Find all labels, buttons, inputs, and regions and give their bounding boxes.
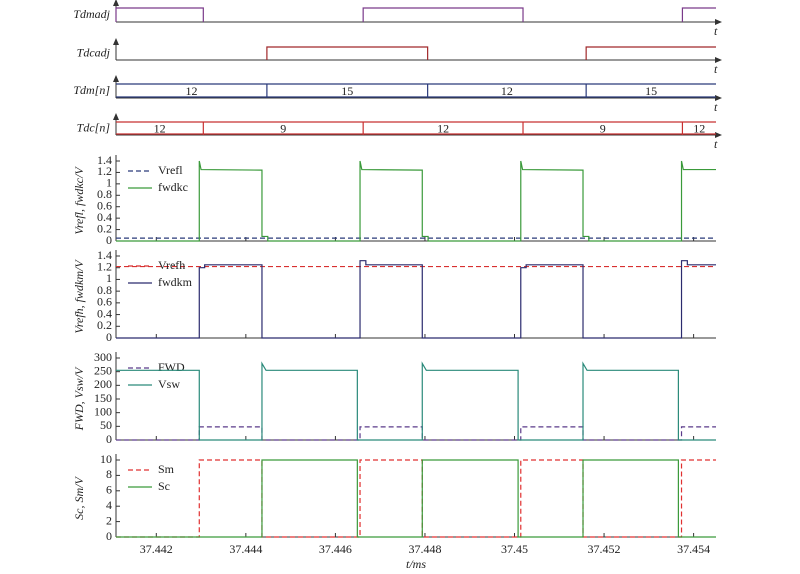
x-tick-label: 37.442 xyxy=(140,542,173,556)
legend-label: fwdkm xyxy=(158,275,193,289)
pulse xyxy=(681,7,716,22)
legend-label: Vsw xyxy=(158,377,180,391)
y-tick-label: 150 xyxy=(94,391,112,405)
bus-value: 12 xyxy=(185,84,197,98)
axis-arrow xyxy=(715,132,722,138)
y-tick-label: 8 xyxy=(106,467,112,481)
x-axis-label: t/ms xyxy=(406,557,426,571)
legend-label: Sc xyxy=(158,479,170,493)
y-tick-label: 0.4 xyxy=(97,210,112,224)
legend-label: Vrefl xyxy=(158,163,183,177)
bus-value: 9 xyxy=(600,121,606,135)
series-line xyxy=(116,459,716,538)
y-tick-label: 0.6 xyxy=(97,198,112,212)
y-tick-label: 1 xyxy=(106,271,112,285)
y-tick-label: 1.4 xyxy=(97,153,112,167)
legend-label: Sm xyxy=(158,462,175,476)
y-tick-label: 300 xyxy=(94,350,112,364)
y-tick-label: 50 xyxy=(100,418,112,432)
y-tick-label: 0.2 xyxy=(97,221,112,235)
y-axis-label: Sc, Sm/V xyxy=(72,476,86,520)
x-tick-label: 37.45 xyxy=(501,542,528,556)
x-axis-label: t xyxy=(714,62,718,76)
bus-value: 12 xyxy=(154,121,166,135)
legend-label: fwdkc xyxy=(158,180,188,194)
y-axis-label: Tdcadj xyxy=(77,45,111,59)
pulse xyxy=(585,46,716,60)
axis-arrow xyxy=(113,38,119,45)
y-tick-label: 0 xyxy=(106,529,112,543)
x-axis-label: t xyxy=(714,24,718,38)
axis-arrow xyxy=(715,57,722,63)
y-tick-label: 6 xyxy=(106,483,112,497)
y-tick-label: 4 xyxy=(106,498,112,512)
bus-value: 9 xyxy=(280,121,286,135)
axis-arrow xyxy=(113,0,119,6)
y-axis-label: Tdm[n] xyxy=(73,83,110,97)
y-axis-label: Tdmadj xyxy=(73,7,110,21)
y-tick-label: 10 xyxy=(100,452,112,466)
x-tick-label: 37.454 xyxy=(677,542,710,556)
series-line xyxy=(116,361,716,441)
y-tick-label: 1.4 xyxy=(97,248,112,262)
series-line xyxy=(116,459,716,538)
y-axis-label: Tdc[n] xyxy=(77,120,111,134)
y-tick-label: 1.2 xyxy=(97,164,112,178)
x-tick-label: 37.448 xyxy=(408,542,441,556)
legend-label: Vrefh xyxy=(158,258,185,272)
y-tick-label: 1.2 xyxy=(97,259,112,273)
axis-arrow xyxy=(113,75,119,82)
y-tick-label: 0.6 xyxy=(97,295,112,309)
axis-arrow xyxy=(113,113,119,120)
pulse xyxy=(362,7,524,22)
y-tick-label: 0.8 xyxy=(97,283,112,297)
bus-value: 12 xyxy=(501,84,513,98)
y-tick-label: 0.8 xyxy=(97,187,112,201)
x-axis-label: t xyxy=(714,100,718,114)
y-tick-label: 2 xyxy=(106,513,112,527)
pulse xyxy=(115,7,204,22)
y-axis-label: Vrefl, fwdkc/V xyxy=(72,166,86,235)
legend-label: FWD xyxy=(158,360,185,374)
series-line xyxy=(116,260,716,339)
axis-arrow xyxy=(715,95,722,101)
y-tick-label: 100 xyxy=(94,404,112,418)
x-tick-label: 37.446 xyxy=(319,542,352,556)
x-axis-label: t xyxy=(714,137,718,151)
y-tick-label: 0 xyxy=(106,432,112,446)
y-axis-label: FWD, Vsw/V xyxy=(72,366,86,431)
y-axis-label: Vrefh, fwdkm/V xyxy=(72,259,86,334)
x-tick-label: 37.444 xyxy=(229,542,262,556)
y-tick-label: 0 xyxy=(106,330,112,344)
y-tick-label: 0 xyxy=(106,233,112,247)
bus-value: 12 xyxy=(693,121,705,135)
bus-value: 15 xyxy=(645,84,657,98)
bus-value: 12 xyxy=(437,121,449,135)
axis-arrow xyxy=(715,19,722,25)
bus-value: 15 xyxy=(341,84,353,98)
x-tick-label: 37.452 xyxy=(588,542,621,556)
series-line xyxy=(116,426,716,441)
y-tick-label: 1 xyxy=(106,176,112,190)
y-tick-label: 0.2 xyxy=(97,318,112,332)
pulse xyxy=(266,46,429,60)
y-tick-label: 250 xyxy=(94,363,112,377)
y-tick-label: 200 xyxy=(94,377,112,391)
series-line xyxy=(116,160,716,242)
y-tick-label: 0.4 xyxy=(97,306,112,320)
